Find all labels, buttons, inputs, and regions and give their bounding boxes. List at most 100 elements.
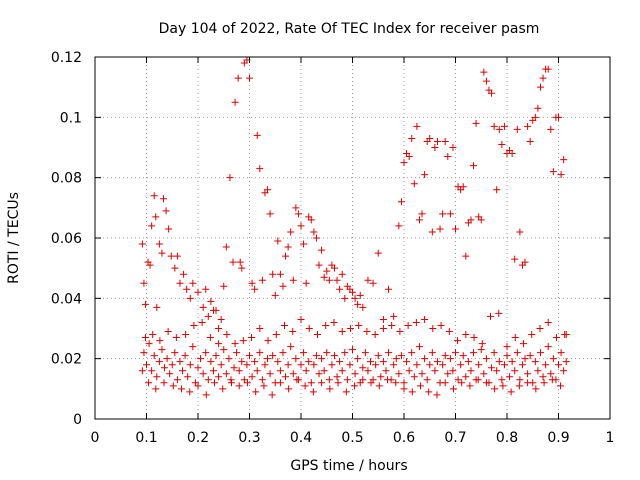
data-point	[207, 358, 215, 366]
data-point	[256, 349, 264, 357]
data-point	[164, 328, 172, 336]
data-point	[459, 352, 467, 360]
data-point	[477, 216, 485, 224]
data-point	[498, 140, 506, 148]
data-point	[202, 285, 210, 293]
data-point	[148, 367, 156, 375]
data-point	[379, 315, 387, 323]
data-point	[172, 334, 180, 342]
data-point	[536, 325, 544, 332]
data-point	[433, 358, 441, 366]
data-point	[413, 361, 421, 369]
data-point	[320, 273, 328, 281]
data-point	[279, 349, 287, 357]
x-tick-label: 0.9	[547, 430, 569, 446]
data-point	[560, 367, 568, 375]
data-point	[194, 288, 202, 296]
data-point	[297, 222, 305, 230]
data-point	[493, 367, 501, 375]
data-point	[167, 252, 175, 260]
data-point	[408, 388, 416, 396]
data-point	[238, 264, 246, 272]
data-point	[179, 367, 187, 375]
x-tick-label: 0.1	[135, 430, 157, 446]
data-point	[138, 240, 146, 248]
data-point	[190, 321, 198, 329]
data-point	[186, 361, 194, 369]
data-point	[346, 325, 354, 332]
data-point	[248, 334, 256, 342]
data-point	[444, 153, 452, 161]
data-point	[557, 349, 565, 357]
data-point	[168, 361, 176, 369]
data-point	[226, 174, 234, 182]
data-point	[532, 385, 540, 393]
data-point	[176, 279, 184, 287]
data-point	[140, 349, 148, 357]
data-point	[410, 180, 418, 188]
data-point	[521, 355, 529, 363]
data-point	[202, 391, 210, 399]
x-tick-labels: 0 0.1 0.2 0.3 0.4 0.5 0.6 0.7 0.8 0.9 1	[91, 430, 615, 446]
data-point	[467, 216, 475, 224]
data-point	[165, 225, 173, 233]
data-point	[281, 321, 289, 329]
data-point	[539, 373, 547, 381]
data-point	[454, 337, 462, 345]
data-point	[519, 340, 527, 348]
data-point	[462, 373, 470, 381]
data-point	[508, 358, 516, 366]
data-point	[408, 134, 416, 142]
data-point	[223, 331, 231, 339]
data-point	[490, 122, 498, 130]
data-point	[227, 376, 235, 384]
data-point	[235, 382, 243, 390]
data-point	[307, 216, 315, 224]
data-point	[524, 379, 532, 387]
data-point	[238, 358, 246, 366]
data-point	[364, 367, 372, 375]
data-point	[253, 367, 261, 375]
data-point	[140, 279, 148, 287]
data-point	[313, 331, 321, 339]
data-point	[155, 358, 163, 366]
data-point	[413, 122, 421, 130]
data-point	[384, 376, 392, 384]
data-point	[315, 370, 323, 378]
data-point	[400, 159, 408, 167]
data-point	[315, 261, 323, 269]
data-point	[194, 382, 202, 390]
data-point	[428, 228, 436, 236]
data-point	[279, 282, 287, 290]
data-point	[446, 355, 454, 363]
data-point	[428, 349, 436, 357]
x-tick-label: 0.8	[496, 430, 518, 446]
x-tick-label: 0.2	[187, 430, 209, 446]
data-point	[374, 249, 382, 257]
data-point	[561, 331, 569, 339]
data-point	[258, 376, 266, 384]
data-point	[261, 361, 269, 369]
data-point	[206, 334, 214, 342]
data-point	[511, 255, 519, 263]
data-point	[323, 349, 331, 357]
data-point	[516, 376, 524, 384]
data-point	[231, 98, 239, 106]
chart-title: Day 104 of 2022, Rate Of TEC Index for r…	[159, 21, 540, 37]
x-tick-label: 0.3	[238, 430, 260, 446]
data-point	[488, 364, 496, 372]
x-tick-label: 0.7	[444, 430, 466, 446]
data-point	[498, 376, 506, 384]
data-point	[488, 89, 496, 97]
data-point	[156, 337, 164, 345]
data-point	[207, 297, 215, 305]
data-point	[395, 222, 403, 230]
data-point	[276, 379, 284, 387]
data-point	[385, 285, 393, 293]
data-point	[239, 337, 247, 345]
data-point	[282, 252, 290, 260]
data-point	[300, 240, 308, 248]
data-point	[229, 258, 237, 266]
data-point	[293, 376, 301, 384]
y-tick-label: 0.06	[51, 231, 82, 247]
